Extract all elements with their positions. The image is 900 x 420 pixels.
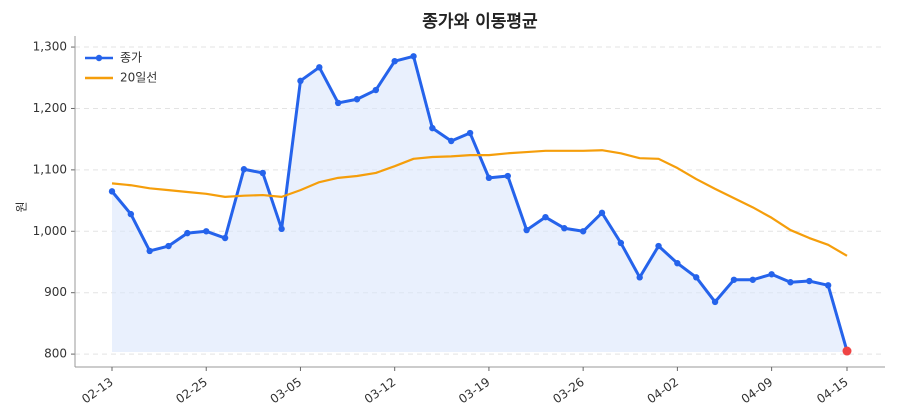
point [184,229,191,237]
point [429,124,436,132]
point [636,274,643,281]
point [297,77,304,85]
y-tick-label: 1,200 [33,101,67,115]
legend-marker [95,54,103,62]
point [749,276,756,283]
point [768,271,775,278]
point [693,274,700,281]
point [259,169,266,177]
x-tick-label: 04-09 [739,375,776,406]
point [655,242,662,250]
x-tick-label: 04-02 [645,375,682,406]
x-tick-label: 03-12 [362,375,399,406]
point [240,166,248,173]
point [561,225,568,232]
y-tick-label: 800 [44,347,67,361]
point [466,129,474,137]
point [316,64,323,71]
point [353,96,361,103]
point [542,213,549,221]
x-tick-label: 04-15 [814,375,851,406]
area [112,56,847,352]
point [523,226,530,234]
point [617,239,625,247]
point [146,247,153,255]
x-tick-label: 03-05 [268,375,305,406]
point [598,209,606,217]
x-tick-label: 02-13 [79,375,116,406]
x-tick-label: 03-26 [550,375,587,406]
y-tick-label: 1,100 [33,162,67,176]
point [504,172,511,180]
point [485,174,493,182]
y-tick-label: 1,300 [33,40,67,54]
y-tick-label: 900 [44,285,67,299]
point [674,260,681,267]
point [165,242,172,250]
point [278,225,285,233]
point [806,277,813,285]
x-tick-label: 02-25 [173,375,210,406]
chart-title: 종가와 이동평균 [422,12,538,32]
y-tick-label: 1,000 [33,224,67,238]
line [111,149,848,257]
point [391,57,398,65]
point [448,137,455,145]
point [787,279,794,286]
point [108,188,116,195]
point [842,346,852,356]
point [579,228,587,235]
point [221,234,229,242]
point [127,210,135,218]
legend-label: 20일선 [120,71,157,85]
point [334,99,342,107]
point [410,53,417,60]
point [824,282,832,289]
point [711,298,719,306]
point [372,86,380,94]
point [730,276,738,283]
legend-label: 종가 [120,51,142,65]
x-tick-label: 03-19 [456,375,493,406]
y-axis-label: 원 [15,201,29,212]
point [203,228,210,235]
